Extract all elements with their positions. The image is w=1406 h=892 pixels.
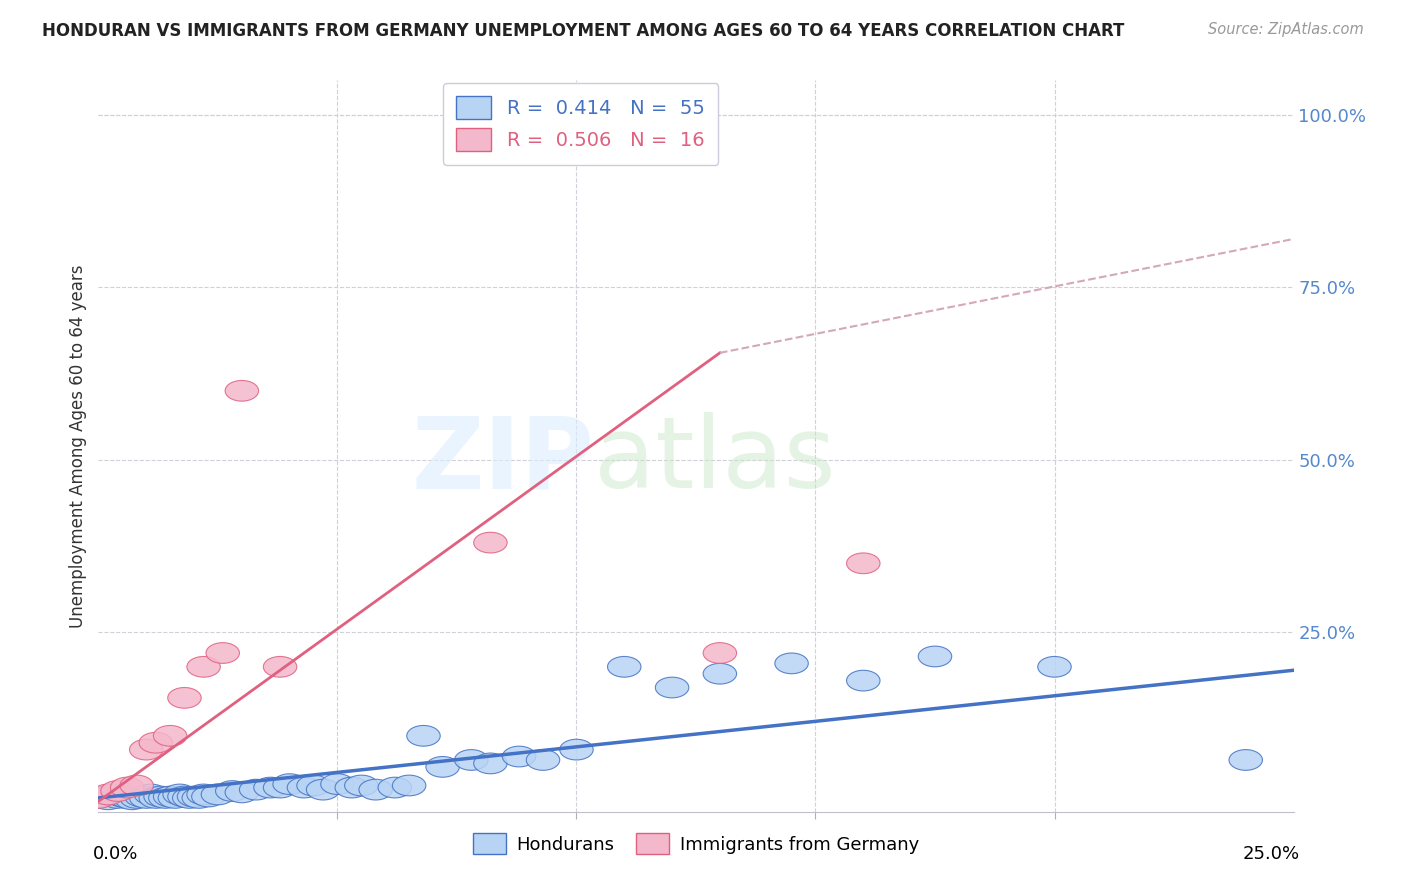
Ellipse shape bbox=[139, 788, 173, 808]
Ellipse shape bbox=[129, 788, 163, 808]
Text: ZIP: ZIP bbox=[412, 412, 595, 509]
Ellipse shape bbox=[91, 789, 125, 810]
Ellipse shape bbox=[143, 786, 177, 807]
Ellipse shape bbox=[167, 786, 201, 807]
Ellipse shape bbox=[454, 749, 488, 771]
Ellipse shape bbox=[273, 773, 307, 795]
Ellipse shape bbox=[560, 739, 593, 760]
Ellipse shape bbox=[101, 788, 135, 808]
Ellipse shape bbox=[406, 725, 440, 747]
Ellipse shape bbox=[474, 533, 508, 553]
Ellipse shape bbox=[139, 732, 173, 753]
Ellipse shape bbox=[82, 788, 115, 808]
Text: atlas: atlas bbox=[595, 412, 837, 509]
Ellipse shape bbox=[187, 784, 221, 805]
Ellipse shape bbox=[149, 788, 183, 808]
Ellipse shape bbox=[239, 780, 273, 800]
Ellipse shape bbox=[775, 653, 808, 673]
Ellipse shape bbox=[173, 788, 207, 808]
Text: HONDURAN VS IMMIGRANTS FROM GERMANY UNEMPLOYMENT AMONG AGES 60 TO 64 YEARS CORRE: HONDURAN VS IMMIGRANTS FROM GERMANY UNEM… bbox=[42, 22, 1125, 40]
Ellipse shape bbox=[1229, 749, 1263, 771]
Ellipse shape bbox=[225, 782, 259, 803]
Ellipse shape bbox=[287, 777, 321, 798]
Ellipse shape bbox=[225, 381, 259, 401]
Ellipse shape bbox=[163, 784, 197, 805]
Ellipse shape bbox=[207, 642, 239, 664]
Ellipse shape bbox=[96, 784, 129, 805]
Ellipse shape bbox=[153, 725, 187, 747]
Ellipse shape bbox=[101, 780, 135, 801]
Ellipse shape bbox=[159, 788, 191, 808]
Ellipse shape bbox=[297, 775, 330, 796]
Ellipse shape bbox=[263, 777, 297, 798]
Ellipse shape bbox=[254, 777, 287, 798]
Ellipse shape bbox=[177, 786, 211, 807]
Ellipse shape bbox=[378, 777, 412, 798]
Ellipse shape bbox=[153, 786, 187, 807]
Ellipse shape bbox=[655, 677, 689, 698]
Ellipse shape bbox=[125, 786, 159, 807]
Ellipse shape bbox=[307, 780, 340, 800]
Ellipse shape bbox=[187, 657, 221, 677]
Text: 0.0%: 0.0% bbox=[93, 845, 138, 863]
Ellipse shape bbox=[263, 657, 297, 677]
Y-axis label: Unemployment Among Ages 60 to 64 years: Unemployment Among Ages 60 to 64 years bbox=[69, 264, 87, 628]
Ellipse shape bbox=[129, 739, 163, 760]
Ellipse shape bbox=[183, 788, 215, 808]
Ellipse shape bbox=[426, 756, 460, 777]
Ellipse shape bbox=[918, 646, 952, 667]
Ellipse shape bbox=[607, 657, 641, 677]
Ellipse shape bbox=[502, 747, 536, 767]
Ellipse shape bbox=[215, 780, 249, 801]
Ellipse shape bbox=[115, 789, 149, 810]
Ellipse shape bbox=[91, 784, 125, 805]
Ellipse shape bbox=[135, 784, 167, 805]
Ellipse shape bbox=[167, 688, 201, 708]
Ellipse shape bbox=[526, 749, 560, 771]
Ellipse shape bbox=[111, 777, 143, 798]
Text: Source: ZipAtlas.com: Source: ZipAtlas.com bbox=[1208, 22, 1364, 37]
Ellipse shape bbox=[703, 664, 737, 684]
Ellipse shape bbox=[703, 642, 737, 664]
Ellipse shape bbox=[111, 788, 143, 808]
Ellipse shape bbox=[474, 753, 508, 773]
Ellipse shape bbox=[335, 777, 368, 798]
Text: 25.0%: 25.0% bbox=[1243, 845, 1299, 863]
Ellipse shape bbox=[1038, 657, 1071, 677]
Ellipse shape bbox=[105, 786, 139, 807]
Ellipse shape bbox=[201, 784, 235, 805]
Ellipse shape bbox=[846, 553, 880, 574]
Ellipse shape bbox=[191, 786, 225, 807]
Ellipse shape bbox=[344, 775, 378, 796]
Ellipse shape bbox=[120, 775, 153, 796]
Ellipse shape bbox=[87, 786, 120, 807]
Ellipse shape bbox=[321, 773, 354, 795]
Ellipse shape bbox=[82, 788, 115, 808]
Ellipse shape bbox=[846, 670, 880, 691]
Ellipse shape bbox=[359, 780, 392, 800]
Ellipse shape bbox=[120, 788, 153, 808]
Legend: Hondurans, Immigrants from Germany: Hondurans, Immigrants from Germany bbox=[465, 826, 927, 861]
Ellipse shape bbox=[392, 775, 426, 796]
